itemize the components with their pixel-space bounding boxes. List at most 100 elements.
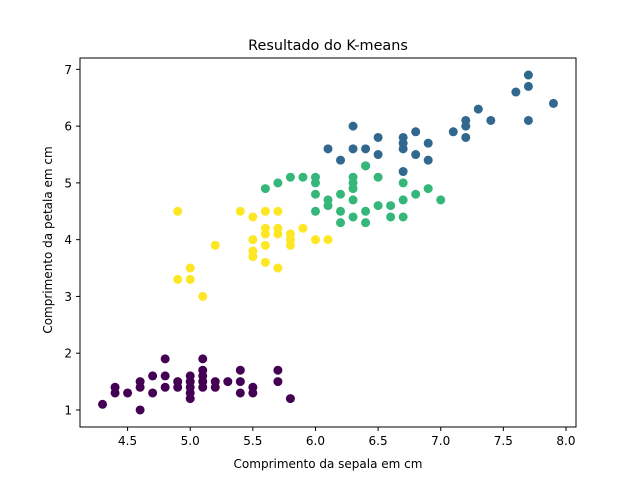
data-point [235, 365, 245, 375]
data-point [361, 144, 371, 154]
x-axis-label: Comprimento da sepala em cm [234, 457, 423, 471]
data-point [310, 189, 320, 199]
data-point [523, 70, 533, 80]
data-point [173, 206, 183, 216]
data-point [135, 405, 145, 415]
x-tick-label: 7.5 [494, 434, 513, 448]
data-point [511, 87, 521, 97]
data-point [160, 354, 170, 364]
data-point [273, 223, 283, 233]
data-point [198, 291, 208, 301]
data-point [310, 206, 320, 216]
data-point [373, 172, 383, 182]
axes: 4.5 5.0 5.5 6.0 6.5 7.0 7.5 8.0 1 2 3 4 5 6 7 [64, 57, 577, 448]
data-point [148, 371, 158, 381]
x-tick-label: 7.0 [431, 434, 450, 448]
data-point [323, 235, 333, 245]
data-point [198, 365, 208, 375]
data-point [248, 382, 258, 392]
data-point [473, 104, 483, 114]
data-point [210, 377, 220, 387]
y-tick-label: 6 [64, 120, 72, 134]
data-point [486, 115, 496, 125]
data-point [273, 178, 283, 188]
data-point [260, 223, 270, 233]
data-point [336, 206, 346, 216]
data-point [123, 388, 133, 398]
data-points [98, 70, 558, 415]
y-axis-label: Comprimento da petala em cm [41, 146, 55, 333]
data-point [273, 377, 283, 387]
data-point [523, 115, 533, 125]
data-point [285, 394, 295, 404]
data-point [298, 223, 308, 233]
data-point [273, 365, 283, 375]
data-point [248, 235, 258, 245]
data-point [260, 257, 270, 267]
chart-title: Resultado do K-means [248, 38, 408, 54]
plot-frame [79, 57, 577, 428]
data-point [173, 377, 183, 387]
x-tick-label: 4.5 [118, 434, 137, 448]
data-point [411, 127, 421, 137]
data-point [336, 155, 346, 165]
data-point [348, 195, 358, 205]
data-point [398, 195, 408, 205]
y-tick-label: 1 [64, 403, 72, 417]
data-point [348, 212, 358, 222]
data-point [348, 172, 358, 182]
data-point [423, 155, 433, 165]
x-tick-label: 6.5 [369, 434, 388, 448]
data-point [523, 81, 533, 91]
data-point [235, 377, 245, 387]
data-point [235, 388, 245, 398]
y-tick-label: 7 [64, 63, 72, 77]
data-point [361, 218, 371, 228]
data-point [361, 161, 371, 171]
data-point [411, 189, 421, 199]
data-point [110, 382, 120, 392]
data-point [336, 218, 346, 228]
data-point [336, 189, 346, 199]
data-point [260, 184, 270, 194]
data-point [285, 229, 295, 239]
data-point [461, 115, 471, 125]
data-point [398, 132, 408, 142]
x-tick-label: 5.5 [243, 434, 262, 448]
data-point [210, 240, 220, 250]
data-point [423, 138, 433, 148]
data-point [348, 144, 358, 154]
data-point [98, 399, 108, 409]
data-point [160, 382, 170, 392]
data-point [361, 206, 371, 216]
data-point [436, 195, 446, 205]
data-point [135, 377, 145, 387]
data-point [185, 263, 195, 273]
data-point [398, 178, 408, 188]
data-point [348, 121, 358, 131]
data-point [223, 377, 233, 387]
y-tick-label: 5 [64, 176, 72, 190]
x-tick-label: 8.0 [556, 434, 575, 448]
data-point [310, 172, 320, 182]
data-point [273, 263, 283, 273]
data-point [248, 212, 258, 222]
data-point [323, 144, 333, 154]
data-point [423, 184, 433, 194]
data-point [173, 274, 183, 284]
data-point [310, 235, 320, 245]
data-point [260, 240, 270, 250]
data-point [386, 212, 396, 222]
data-point [448, 127, 458, 137]
data-point [373, 201, 383, 211]
y-tick-label: 4 [64, 233, 72, 247]
data-point [260, 206, 270, 216]
data-point [185, 371, 195, 381]
y-tick-label: 3 [64, 290, 72, 304]
data-point [411, 150, 421, 160]
data-point [185, 274, 195, 284]
data-point [398, 212, 408, 222]
